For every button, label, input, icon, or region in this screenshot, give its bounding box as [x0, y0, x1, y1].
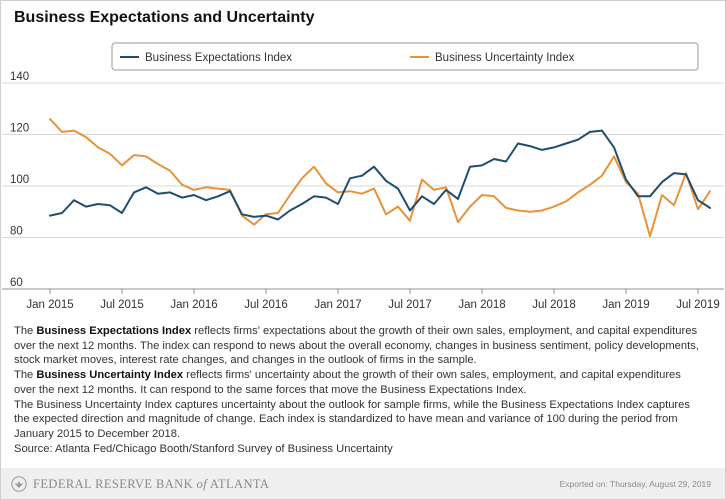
- chart: Business Expectations Index Business Unc…: [2, 42, 724, 311]
- footer: FEDERAL RESERVE BANK of ATLANTA Exported…: [1, 468, 725, 499]
- x-tick-label: Jul 2017: [388, 299, 431, 311]
- description-line: January 2015 to December 2018.: [14, 427, 181, 440]
- legend-label-uncertainty: Business Uncertainty Index: [435, 52, 575, 64]
- fed-name: FEDERAL RESERVE BANK of ATLANTA: [33, 476, 270, 491]
- eagle-seal-icon: [11, 476, 27, 492]
- description-line: over the next 12 months. The index can r…: [14, 339, 699, 352]
- description-line: The Business Expectations Index reflects…: [14, 325, 698, 337]
- term-uncertainty-index: Business Uncertainty Index: [36, 369, 184, 382]
- x-tick-label: Jan 2019: [602, 299, 649, 311]
- series-lines: [49, 118, 711, 238]
- fed-logo[interactable]: FEDERAL RESERVE BANK of ATLANTA: [11, 476, 269, 492]
- source-note: Source: Atlanta Fed/Chicago Booth/Stanfo…: [14, 442, 393, 455]
- series-line-expectations: [49, 129, 711, 221]
- y-tick-label: 80: [10, 226, 23, 238]
- x-tick-label: Jan 2016: [170, 299, 217, 311]
- legend-box: [111, 42, 699, 71]
- y-tick-label: 120: [10, 123, 29, 135]
- series-line-uncertainty: [49, 118, 711, 238]
- y-tick-label: 140: [10, 71, 29, 83]
- x-tick-label: Jul 2019: [676, 299, 719, 311]
- chart-description: The Business Expectations Index reflects…: [14, 324, 726, 456]
- description-line: the expected direction and magnitude of …: [14, 413, 678, 426]
- x-axis: Jan 2015 Jul 2015 Jan 2016 Jul 2016 Jan 2017…: [26, 289, 720, 311]
- y-axis-ticks: 60 80 100 120 140: [10, 71, 29, 289]
- x-tick-label: Jan 2017: [314, 299, 361, 311]
- exported-date: Exported on: Thursday, August 29, 2019: [559, 479, 711, 489]
- x-tick-label: Jul 2016: [244, 299, 287, 311]
- x-tick-label: Jul 2018: [532, 299, 575, 311]
- y-tick-label: 60: [10, 277, 23, 289]
- description-line: The Business Uncertainty Index captures …: [14, 398, 690, 411]
- description-line: over the next 12 months. It can respond …: [14, 383, 527, 396]
- x-tick-label: Jul 2015: [100, 299, 143, 311]
- term-expectations-index: Business Expectations Index: [36, 325, 192, 337]
- description-line: The Business Uncertainty Index reflects …: [14, 369, 681, 382]
- y-tick-label: 100: [10, 174, 29, 186]
- x-tick-label: Jan 2018: [458, 299, 505, 311]
- legend: Business Expectations Index Business Unc…: [111, 42, 699, 71]
- legend-label-expectations: Business Expectations Index: [145, 52, 292, 64]
- grid: [2, 82, 724, 290]
- description-line: stock market moves, interest rate change…: [14, 354, 477, 367]
- chart-title: Business Expectations and Uncertainty: [14, 9, 315, 26]
- x-tick-label: Jan 2015: [26, 299, 73, 311]
